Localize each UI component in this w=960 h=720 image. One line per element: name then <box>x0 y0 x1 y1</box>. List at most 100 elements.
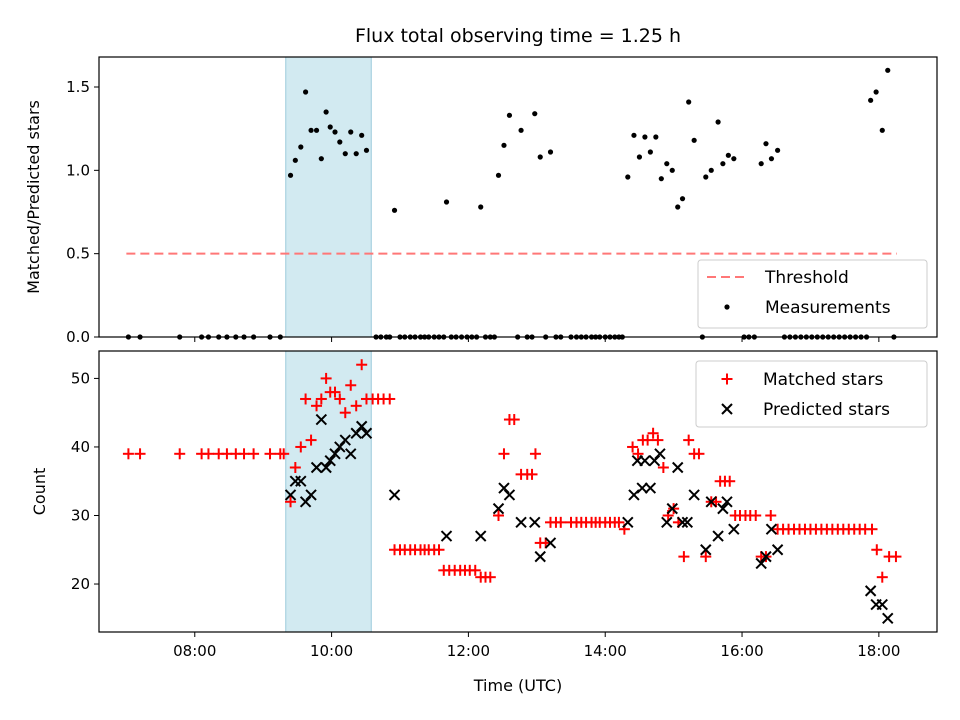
cross-stroke-b <box>644 482 657 494</box>
measurement-point <box>625 174 631 180</box>
legend-cross-marker <box>721 403 733 415</box>
chart-title: Flux total observing time = 1.25 h <box>355 25 681 47</box>
measurement-point <box>478 204 484 210</box>
measurement-point <box>506 112 513 118</box>
measurement-point <box>775 147 781 153</box>
predicted-star-point <box>705 496 717 508</box>
predicted-star-point <box>765 523 778 535</box>
measurement-point <box>664 161 670 167</box>
measurement-point <box>679 196 686 202</box>
cross-stroke-b <box>503 489 516 501</box>
predicted-star-point <box>876 598 888 611</box>
measurement-point <box>518 127 524 133</box>
matched-star-point <box>683 434 695 446</box>
cross-stroke-b <box>355 420 368 433</box>
measurement-point <box>703 174 709 180</box>
predicted-star-point <box>760 550 772 563</box>
bottom-y-axis-label: Count <box>30 468 49 516</box>
top-y-tick-label: 0.5 <box>66 245 90 263</box>
measurement-point <box>308 127 314 133</box>
measurement-point <box>495 172 502 178</box>
predicted-star-point <box>666 502 678 515</box>
predicted-star-point <box>672 461 684 474</box>
measurement-point <box>647 149 653 155</box>
top-axes-frame <box>98 56 938 338</box>
matched-star-point <box>866 523 878 535</box>
predicted-star-point <box>324 454 336 467</box>
matched-star-point <box>642 434 654 446</box>
cross-stroke-b <box>654 448 666 460</box>
measurement-point <box>873 89 879 95</box>
cross-stroke-b <box>440 530 453 542</box>
cross-stroke-b <box>515 516 527 529</box>
measurement-point <box>725 152 731 158</box>
measurement-point <box>763 141 769 147</box>
bottom-y-tick-label: 40 <box>71 438 90 456</box>
bottom-x-tick-label: 12:00 <box>447 642 490 660</box>
measurement-point <box>547 149 554 155</box>
predicted-star-point <box>345 448 357 460</box>
matched-star-point <box>529 448 541 460</box>
bottom-y-tick-label: 20 <box>71 575 90 593</box>
cross-stroke-b <box>310 461 323 474</box>
matched-star-point <box>484 571 496 583</box>
cross-stroke-b <box>498 482 510 494</box>
matched-star-point <box>871 544 883 556</box>
cross-stroke-b <box>688 489 700 501</box>
measurement-point <box>720 161 726 167</box>
predicted-star-point <box>529 516 541 529</box>
predicted-star-point <box>329 448 341 460</box>
predicted-star-point <box>320 461 332 474</box>
matched-star-point <box>627 441 639 453</box>
matched-star-point <box>652 434 664 446</box>
matched-star-point <box>264 448 276 460</box>
measurement-point <box>758 161 764 167</box>
predicted-star-point <box>515 516 527 529</box>
matched-star-point <box>278 448 290 460</box>
cross-stroke-b <box>360 427 373 439</box>
measurement-point <box>332 129 338 135</box>
cross-stroke-b <box>755 557 767 570</box>
legend-measurements-swatch <box>724 304 730 310</box>
predicted-star-point <box>755 557 767 570</box>
x-axis-label: Time (UTC) <box>473 676 562 695</box>
cross-stroke-b <box>765 523 778 535</box>
measurement-point <box>653 134 659 140</box>
measurement-point <box>443 199 450 205</box>
legend-plus-marker <box>721 373 733 385</box>
cross-stroke-b <box>728 523 740 535</box>
top-y-tick-label: 1.0 <box>66 161 90 179</box>
predicted-star-point <box>440 530 453 542</box>
matched-star-point <box>350 400 362 412</box>
cross-stroke-b <box>661 516 673 529</box>
measurement-point <box>537 154 543 160</box>
predicted-star-point <box>688 489 700 501</box>
cross-stroke-b <box>636 482 648 494</box>
top-x-ticks <box>194 337 880 342</box>
cross-stroke-b <box>876 598 888 611</box>
matched-star-point <box>384 393 396 405</box>
matched-star-point <box>339 407 351 419</box>
measurement-point <box>879 127 885 133</box>
legend-measurements-label: Measurements <box>765 298 891 318</box>
measurement-point <box>715 119 721 125</box>
cross-stroke-b <box>388 489 401 501</box>
measurement-point <box>363 147 370 153</box>
cross-stroke-b <box>622 516 634 529</box>
cross-stroke-b <box>345 448 357 460</box>
matched-star-point <box>526 468 538 480</box>
measurement-point <box>342 151 348 157</box>
matched-star-point <box>555 516 567 528</box>
cross-stroke-b <box>475 530 487 542</box>
bottom-x-tick-label: 18:00 <box>857 642 900 660</box>
predicted-star-point <box>388 489 401 501</box>
predicted-star-point <box>864 585 877 597</box>
cross-stroke-b <box>760 550 772 563</box>
measurement-point <box>501 142 507 148</box>
measurement-point <box>686 99 692 105</box>
matched-star-point <box>289 462 301 474</box>
predicted-star-point <box>712 530 724 542</box>
measurement-point <box>391 207 398 213</box>
measurement-point <box>318 156 324 162</box>
